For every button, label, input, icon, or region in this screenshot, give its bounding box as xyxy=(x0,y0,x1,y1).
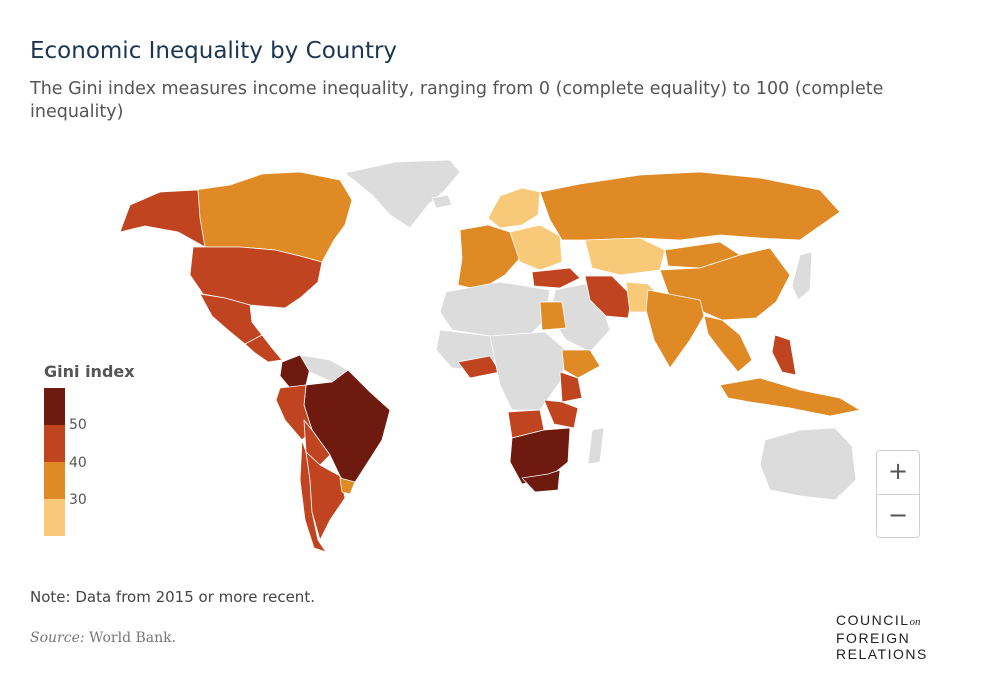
region-Philippines[interactable] xyxy=(771,334,797,376)
region-Iran[interactable] xyxy=(584,275,633,319)
region-Bolivia[interactable] xyxy=(303,419,331,466)
region-Eastern Europe[interactable] xyxy=(509,224,563,271)
region-Greenland[interactable] xyxy=(344,159,461,229)
region-Russia[interactable] xyxy=(539,171,841,241)
region-Turkey[interactable] xyxy=(531,267,581,289)
zoom-control: + − xyxy=(876,450,920,538)
source-line: Source: World Bank. xyxy=(30,630,176,646)
legend-tick: 40 xyxy=(69,455,87,471)
region-Central America[interactable] xyxy=(244,334,283,363)
region-Southeast Asia[interactable] xyxy=(703,315,753,373)
region-Argentina[interactable] xyxy=(305,451,346,541)
chart-title: Economic Inequality by Country xyxy=(30,38,398,64)
region-Scandinavia[interactable] xyxy=(487,187,541,229)
logo-line-2: FOREIGN xyxy=(836,630,911,646)
region-Alaska[interactable] xyxy=(119,189,206,248)
region-Uruguay[interactable] xyxy=(339,477,356,495)
region-Australia[interactable] xyxy=(759,427,857,501)
region-Western Europe[interactable] xyxy=(457,224,521,291)
source-text: World Bank. xyxy=(89,630,177,646)
chart-subtitle: The Gini index measures income inequalit… xyxy=(30,79,884,122)
region-United States[interactable] xyxy=(189,246,323,309)
logo-line-1: COUNCIL xyxy=(836,612,910,628)
region-South Africa[interactable] xyxy=(521,469,561,493)
legend-swatch xyxy=(44,425,65,462)
legend-swatch xyxy=(44,499,65,536)
region-Southern Africa[interactable] xyxy=(509,427,571,485)
world-map[interactable] xyxy=(0,150,997,570)
legend-tick: 30 xyxy=(69,492,87,508)
zoom-out-button[interactable]: − xyxy=(877,494,919,538)
region-Madagascar[interactable] xyxy=(587,427,605,465)
legend-swatch xyxy=(44,462,65,499)
legend: Gini index 50 40 30 xyxy=(44,362,135,536)
logo-line-3: RELATIONS xyxy=(836,646,928,662)
region-Japan[interactable] xyxy=(791,251,813,301)
region-Ethiopia[interactable] xyxy=(561,349,601,379)
region-Tanzania[interactable] xyxy=(543,399,579,429)
region-Kenya[interactable] xyxy=(559,371,583,403)
legend-color-bar xyxy=(44,388,65,536)
zoom-in-button[interactable]: + xyxy=(887,457,909,485)
source-label: Source: xyxy=(30,630,85,646)
legend-swatch xyxy=(44,388,65,425)
region-Iceland[interactable] xyxy=(431,194,453,209)
legend-title: Gini index xyxy=(44,362,135,381)
region-Indonesia[interactable] xyxy=(719,377,861,417)
region-North Africa[interactable] xyxy=(439,281,551,337)
legend-tick: 50 xyxy=(69,417,87,433)
region-Central Africa[interactable] xyxy=(489,331,569,411)
cfr-logo[interactable]: COUNCILon FOREIGN RELATIONS xyxy=(836,612,928,662)
data-note: Note: Data from 2015 or more recent. xyxy=(30,588,315,606)
region-Egypt[interactable] xyxy=(539,301,567,331)
logo-on: on xyxy=(909,616,921,628)
region-India[interactable] xyxy=(645,289,705,369)
region-Kazakhstan[interactable] xyxy=(584,237,666,276)
